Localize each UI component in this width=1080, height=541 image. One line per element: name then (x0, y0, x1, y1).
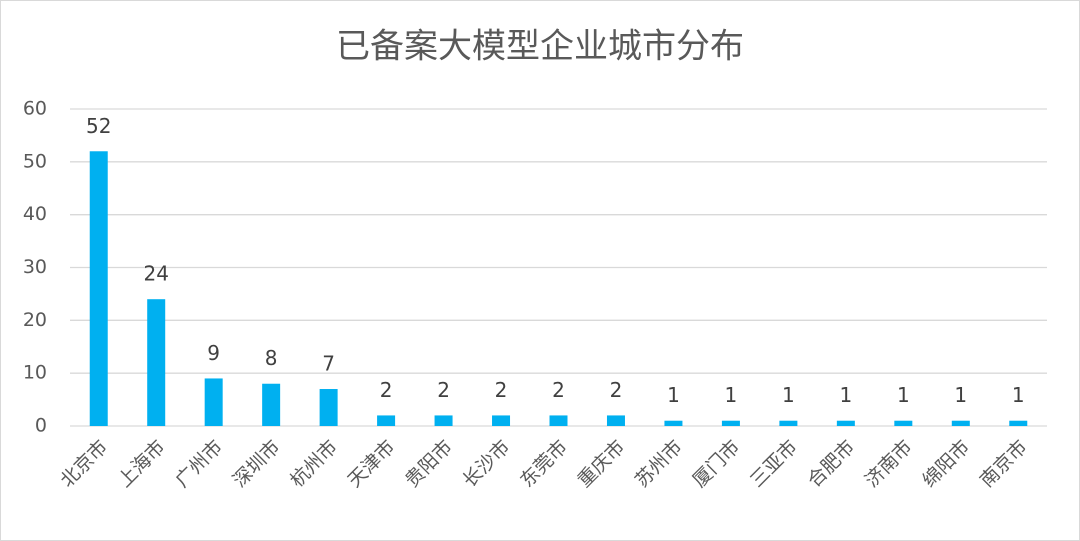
bar (664, 420, 683, 426)
bar (1009, 420, 1028, 426)
bar (319, 389, 338, 426)
data-label: 1 (954, 383, 967, 407)
bar (377, 415, 396, 426)
chart-title: 已备案大模型企业城市分布 (336, 27, 744, 67)
y-tick-label: 10 (23, 362, 47, 384)
y-tick-label: 40 (23, 203, 47, 225)
y-tick-label: 20 (23, 309, 47, 331)
data-label: 7 (322, 352, 335, 376)
y-tick-label: 60 (23, 98, 47, 120)
bar (549, 415, 568, 426)
data-label: 2 (380, 378, 393, 402)
bar (951, 420, 970, 426)
data-label: 1 (782, 383, 795, 407)
data-label: 1 (839, 383, 852, 407)
data-label: 24 (143, 262, 168, 286)
data-label: 1 (897, 383, 910, 407)
bar (779, 420, 798, 426)
data-label: 1 (725, 383, 738, 407)
bar (606, 415, 625, 426)
bar (721, 420, 740, 426)
data-label: 52 (86, 114, 111, 138)
bar (89, 151, 108, 426)
data-label: 8 (265, 346, 278, 370)
y-tick-label: 30 (23, 256, 47, 278)
data-label: 2 (552, 378, 565, 402)
bar (204, 378, 223, 426)
data-label: 1 (1012, 383, 1025, 407)
bar (894, 420, 913, 426)
data-label: 1 (667, 383, 680, 407)
data-label: 9 (207, 341, 220, 365)
bar (262, 383, 281, 426)
data-label: 2 (495, 378, 508, 402)
data-label: 2 (437, 378, 450, 402)
y-tick-label: 0 (35, 415, 47, 437)
y-tick-label: 50 (23, 150, 47, 172)
bar (836, 420, 855, 426)
bar (434, 415, 453, 426)
bar (147, 299, 166, 426)
bar (492, 415, 511, 426)
data-label: 2 (610, 378, 623, 402)
